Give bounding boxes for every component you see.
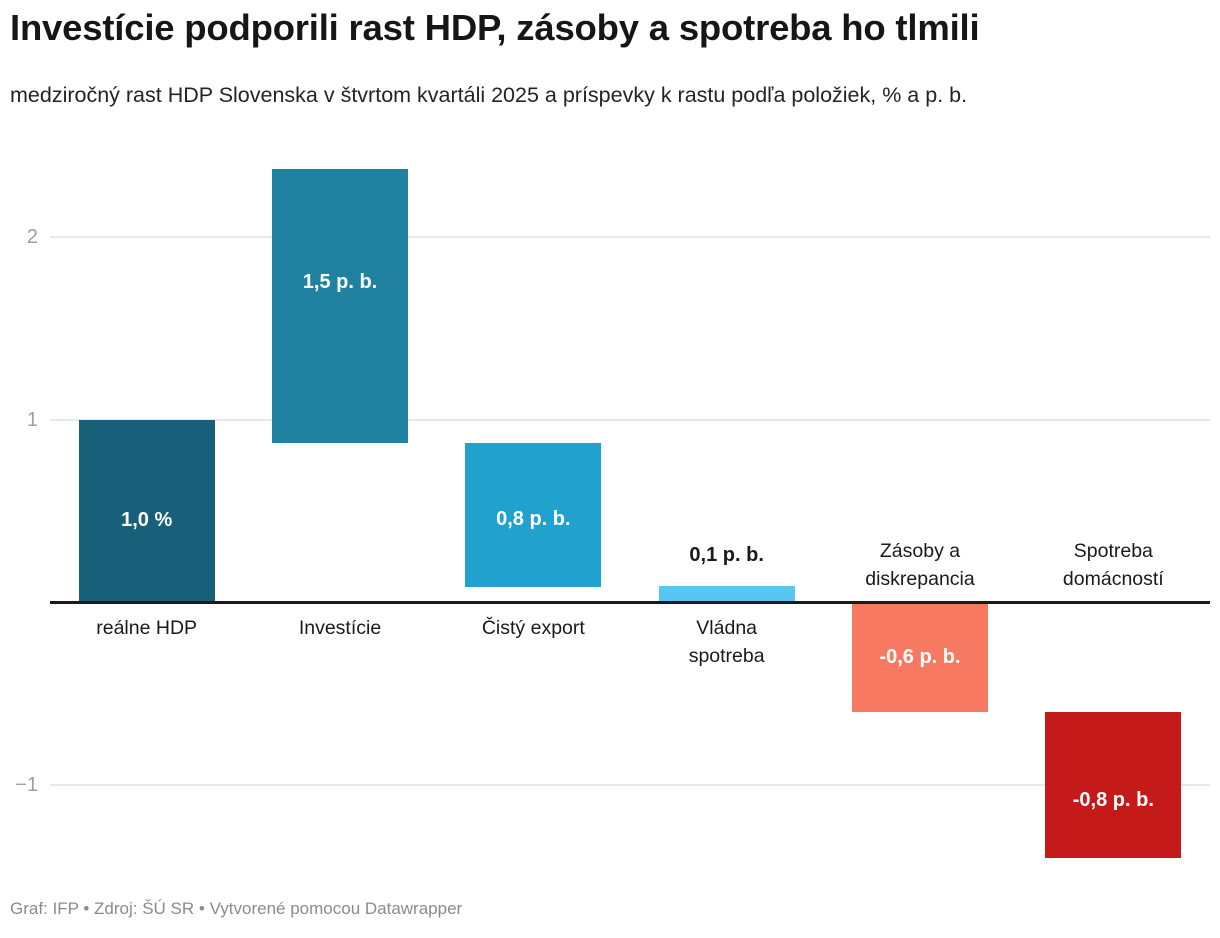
y-gridline [50,418,1210,421]
zero-baseline [50,601,1210,604]
waterfall-bar-6 [1045,711,1182,858]
bar-value-label: 1,0 % [121,508,173,531]
waterfall-bar-5 [852,604,988,712]
y-gridline [50,236,1210,238]
y-axis-tick-label: 1 [26,408,38,431]
waterfall-bar-4 [658,585,795,601]
category-label: Vládna spotreba [688,617,765,667]
category-label: reálne HDP [96,617,198,639]
bar-value-label: -0,6 p. b. [879,646,961,669]
waterfall-bar-1 [78,419,215,601]
chart-subtitle: medziročný rast HDP Slovenska v štvrtom … [10,83,968,107]
waterfall-bar-2 [272,169,408,444]
category-label: Čistý export [481,617,585,639]
y-axis-tick-label: 2 [26,226,38,248]
y-axis-tick-label: −1 [15,773,38,796]
bar-value-label: 1,5 p. b. [302,270,378,293]
category-label: Spotreba domácností [1062,540,1164,590]
waterfall-bar-3 [465,443,602,588]
category-label: Investície [298,617,382,639]
y-gridline [50,783,1210,786]
chart-title: Investície podporili rast HDP, zásoby a … [10,7,980,48]
bar-value-label: 0,8 p. b. [496,507,571,530]
category-label: Zásoby a diskrepancia [865,540,975,590]
bar-value-label: -0,8 p. b. [1072,789,1154,811]
bar-value-label: 0,1 p. b. [689,543,764,566]
footer-credit: Graf: IFP • Zdroj: ŠÚ SR • Vytvorené pom… [10,899,463,918]
